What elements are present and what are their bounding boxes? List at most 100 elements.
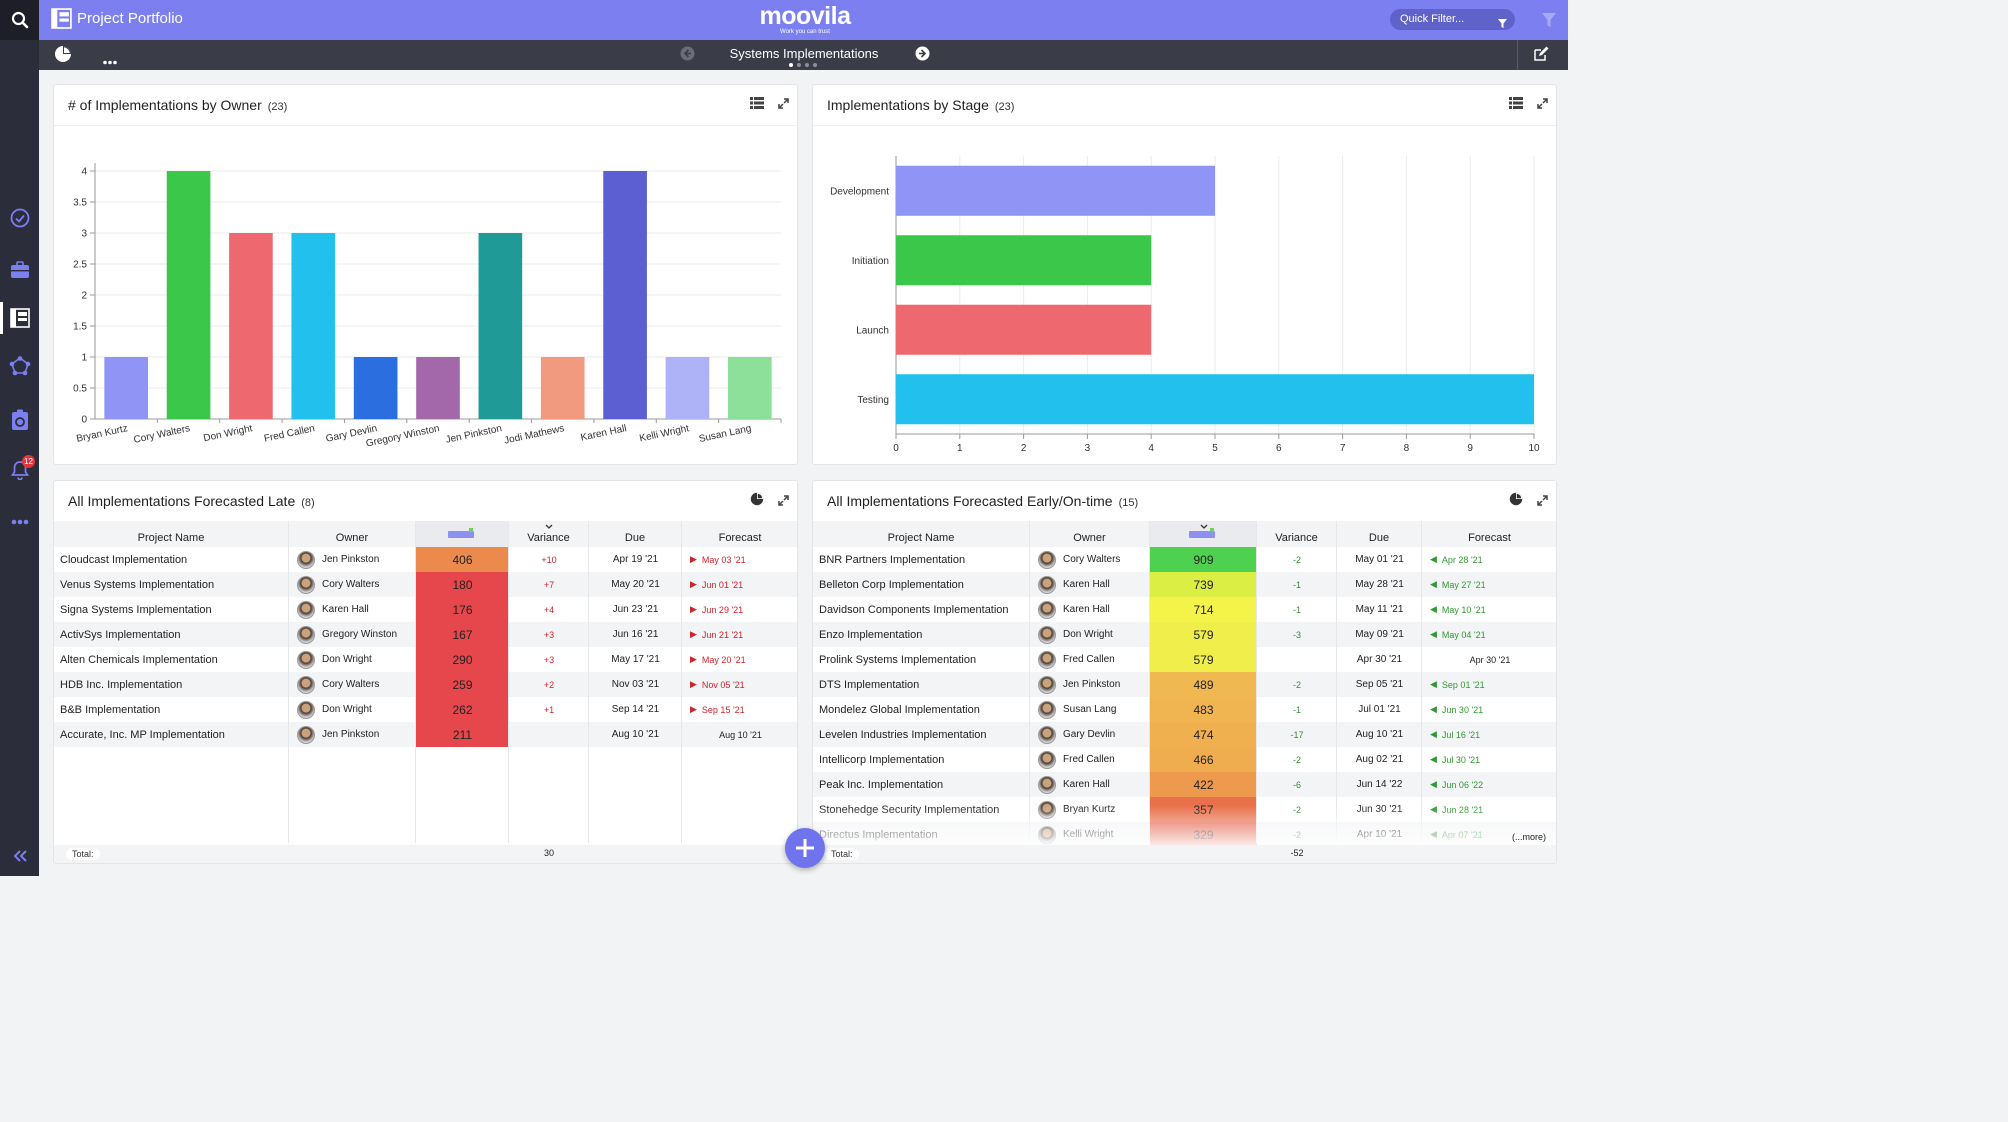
expand-icon[interactable] [1537,96,1548,114]
quick-filter-dropdown[interactable]: Quick Filter... [1390,9,1515,30]
project-name: DTS Implementation [819,678,920,691]
previous-dashboard-icon[interactable] [680,46,695,66]
x-tick-label: 5 [1212,443,1218,454]
chart-view-icon[interactable] [1509,492,1523,511]
network-icon[interactable] [0,348,39,384]
chart-view-icon[interactable] [750,492,764,511]
column-header-mpix[interactable] [1150,521,1257,547]
owner-name: Susan Lang [1063,704,1117,715]
column-header-mpix[interactable] [416,521,509,547]
briefcase-icon[interactable] [0,252,39,288]
owner-name: Don Wright [322,654,372,665]
search-icon[interactable] [0,0,39,40]
dashboard-pager[interactable] [789,63,817,67]
table-view-icon[interactable] [1509,96,1523,114]
due-date: Aug 10 '21 [1355,729,1404,740]
divider [1517,40,1518,70]
owner-cell: Gary Devlin [1030,722,1150,747]
table-row[interactable]: HDB Inc. Implementation Cory Walters 259 +2… [54,672,797,697]
mpix-score: 406 [416,547,509,572]
add-button[interactable] [785,828,825,868]
column-header-name[interactable]: Project Name [54,521,289,547]
project-name: Intellicorp Implementation [819,753,945,766]
badge-icon[interactable] [0,402,39,438]
more-icon[interactable] [0,504,39,540]
x-tick-label: 3 [1085,443,1091,454]
mpix-score: 739 [1150,572,1257,597]
table-row[interactable]: Alten Chemicals Implementation Don Wright… [54,647,797,672]
table-row[interactable]: Cloudcast Implementation Jen Pinkston 406 +… [54,547,797,572]
check-circle-icon[interactable] [0,200,39,236]
table-row[interactable]: DTS Implementation Jen Pinkston 489 -2 Sep 0… [813,672,1556,697]
x-tick-label: 6 [1276,443,1282,454]
column-header-owner[interactable]: Owner [1030,521,1150,547]
variance-value: -2 [1292,554,1301,565]
pager-dot[interactable] [797,63,801,67]
owner-cell: Karen Hall [289,597,416,622]
moovila-logo: moovila Work you can trust [755,3,855,36]
panel-count: (23) [267,101,288,113]
table-row[interactable]: Prolink Systems Implementation Fred Calle… [813,647,1556,672]
table-row[interactable]: Intellicorp Implementation Fred Callen 466… [813,747,1556,772]
panel-count: (23) [994,101,1015,113]
column-header-due[interactable]: Due [1337,521,1422,547]
table-row[interactable]: B&B Implementation Don Wright 262 +1 Sep 14 … [54,697,797,722]
mpix-score: 422 [1150,772,1257,797]
column-header-variance[interactable]: Variance [509,521,589,547]
table-view-icon[interactable] [750,96,764,114]
column-header-name[interactable]: Project Name [813,521,1030,547]
avatar [1038,725,1056,744]
x-tick-label: 7 [1340,443,1346,454]
table-row[interactable]: Signa Systems Implementation Karen Hall 17… [54,597,797,622]
owner-cell: Don Wright [289,647,416,672]
column-divider [1149,521,1150,843]
forecast-cell: ◀ May 27 '21 [1422,572,1556,597]
filter-icon[interactable] [1529,0,1568,40]
edit-icon[interactable] [1533,46,1549,67]
variance-value: -2 [1292,754,1301,765]
expand-icon[interactable] [1537,493,1548,511]
table-row[interactable]: Levelen Industries Implementation Gary De… [813,722,1556,747]
table-row[interactable]: Mondelez Global Implementation Susan Lang… [813,697,1556,722]
table-row[interactable]: Belleton Corp Implementation Karen Hall 73… [813,572,1556,597]
column-header-owner[interactable]: Owner [289,521,416,547]
table-row[interactable]: Venus Systems Implementation Cory Walters… [54,572,797,597]
expand-icon[interactable] [778,493,789,511]
pager-dot[interactable] [805,63,809,67]
bell-icon[interactable]: 12 [0,452,39,488]
column-header-forecast[interactable]: Forecast [682,521,797,547]
more-options-icon[interactable] [103,52,117,70]
variance-value: +3 [543,629,555,640]
y-tick-label: 4 [81,167,87,178]
owner-cell: Jen Pinkston [289,722,416,747]
table-row[interactable]: Peak Inc. Implementation Karen Hall 422 -6 J… [813,772,1556,797]
owner-cell: Karen Hall [1030,572,1150,597]
pie-chart-icon[interactable] [54,45,72,68]
table-row[interactable]: ActivSys Implementation Gregory Winston 16… [54,622,797,647]
avatar [297,675,315,694]
variance-total: 30 [543,848,554,858]
forecast-cell: ▶ May 20 '21 [682,647,797,672]
expand-icon[interactable] [778,96,789,114]
table-row[interactable]: BNR Partners Implementation Cory Walters 9… [813,547,1556,572]
column-header-due[interactable]: Due [589,521,682,547]
panel-divider [54,125,797,126]
collapse-icon[interactable] [0,838,39,874]
column-header-forecast[interactable]: Forecast [1422,521,1556,547]
variance-value: -2 [1292,679,1301,690]
column-header-variance[interactable]: Variance [1257,521,1337,547]
pager-dot[interactable] [789,63,793,67]
owner-chart-panel: # of Implementations by Owner (23) 0 0.5 1 1… [53,84,798,465]
table-row[interactable]: Accurate, Inc. MP Implementation Jen Pink… [54,722,797,747]
next-dashboard-icon[interactable] [915,46,930,66]
forecast-date: Aug 10 '21 [719,729,762,740]
more-link[interactable]: (...more) [1511,832,1546,842]
logo-tagline: Work you can trust [780,29,830,35]
pager-dot[interactable] [813,63,817,67]
table-row[interactable]: Davidson Components Implementation Karen … [813,597,1556,622]
owner-name: Fred Callen [1063,754,1115,765]
table-row[interactable]: Enzo Implementation Don Wright 579 -3 May 09… [813,622,1556,647]
portfolio-icon[interactable] [0,300,39,336]
due-date: May 20 '21 [611,579,660,590]
owner-cell: Karen Hall [1030,597,1150,622]
